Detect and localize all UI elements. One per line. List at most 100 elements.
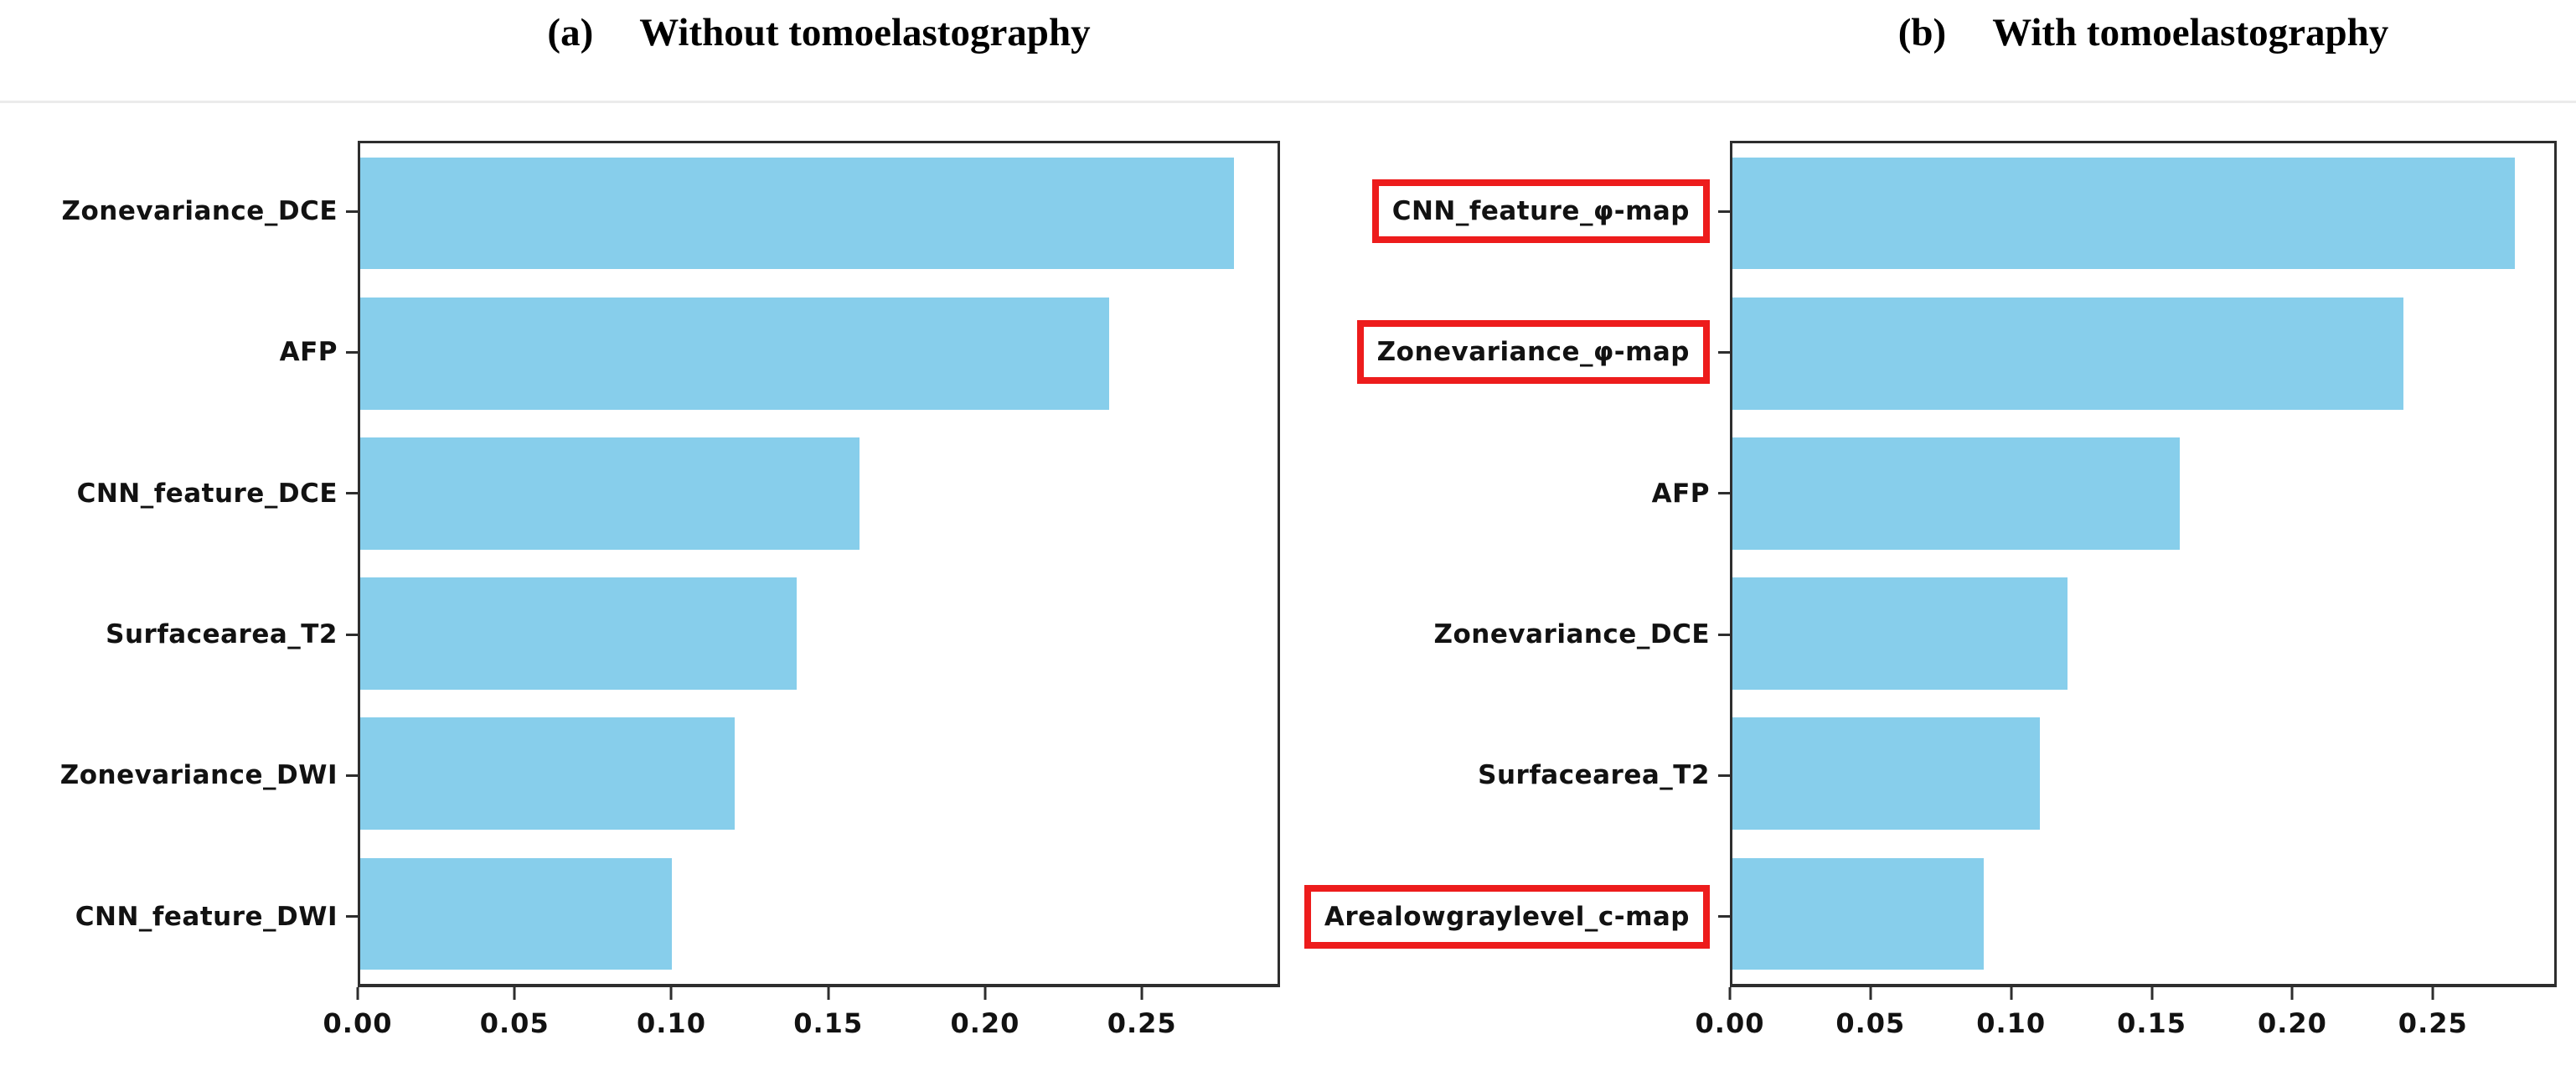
- x-tick: 0.05: [1835, 987, 1905, 1039]
- importance-bar: [1732, 577, 2068, 690]
- x-tick-mark: [827, 987, 830, 1000]
- y-tick-mark: [346, 492, 358, 495]
- y-tick-mark: [1718, 350, 1730, 354]
- x-tick-mark: [356, 987, 359, 1000]
- x-tick-mark: [2150, 987, 2154, 1000]
- bar-row: [360, 844, 1278, 984]
- y-axis-label: CNN_feature_DCE: [76, 478, 338, 509]
- importance-bar: [360, 157, 1234, 270]
- bar-row: [1732, 564, 2554, 704]
- y-tick-mark: [346, 915, 358, 919]
- panel-a-y-axis-labels: Zonevariance_DCE AFP CNN_feature_DCE Surfac…: [17, 141, 358, 987]
- importance-bar: [360, 577, 798, 690]
- x-tick-label: 0.10: [1976, 1007, 2047, 1039]
- y-axis-label: CNN_feature_DWI: [75, 901, 338, 932]
- x-tick: 0.20: [2258, 987, 2327, 1039]
- x-tick-label: 0.25: [1107, 1007, 1177, 1039]
- importance-bar: [1732, 437, 2180, 550]
- x-tick-label: 0.00: [323, 1007, 393, 1039]
- bar-row: [360, 283, 1278, 423]
- y-axis-label: AFP: [1651, 478, 1710, 509]
- bar-row: [360, 143, 1278, 283]
- importance-bar: [1732, 717, 2041, 831]
- x-tick: 0.00: [1696, 987, 1765, 1039]
- y-tick-mark: [1718, 915, 1730, 919]
- figure-divider-rule: [0, 101, 2576, 103]
- x-tick: 0.20: [950, 987, 1020, 1039]
- panel-a-bars: [360, 143, 1278, 984]
- importance-bar: [360, 437, 860, 550]
- x-tick-label: 0.25: [2398, 1007, 2468, 1039]
- x-tick-mark: [1140, 987, 1143, 1000]
- x-tick: 0.00: [323, 987, 393, 1039]
- x-tick: 0.05: [480, 987, 550, 1039]
- x-tick-label: 0.05: [1835, 1007, 1906, 1039]
- y-tick-mark: [346, 350, 358, 354]
- x-tick: 0.15: [2117, 987, 2186, 1039]
- y-axis-label-highlighted: CNN_feature_φ-map: [1371, 179, 1710, 244]
- bar-row: [360, 564, 1278, 704]
- x-tick-mark: [1869, 987, 1872, 1000]
- importance-bar: [1732, 297, 2403, 410]
- y-axis-label: Zonevariance_DCE: [1433, 619, 1710, 650]
- y-label-row: AFP: [17, 282, 358, 422]
- panel-b-plot-area: [1730, 141, 2557, 987]
- panel-a-title: (a) Without tomoelastography: [358, 10, 1280, 55]
- y-label-row: CNN_feature_DCE: [17, 423, 358, 564]
- y-axis-label: Zonevariance_DCE: [61, 196, 338, 227]
- importance-bar: [1732, 157, 2516, 270]
- y-axis-label: Surfacearea_T2: [1478, 760, 1710, 791]
- y-tick-mark: [346, 210, 358, 213]
- panel-with-tomoelastography: (b) With tomoelastography CNN_feature_φ-m…: [1288, 0, 2576, 1066]
- y-label-row: Surfacearea_T2: [1288, 705, 1730, 846]
- panel-b-title: (b) With tomoelastography: [1730, 10, 2557, 55]
- panel-b-bars: [1732, 143, 2554, 984]
- y-tick-mark: [1718, 210, 1730, 213]
- importance-bar: [360, 297, 1109, 410]
- x-tick-mark: [2290, 987, 2294, 1000]
- x-tick-label: 0.20: [950, 1007, 1020, 1039]
- x-tick-mark: [1728, 987, 1732, 1000]
- x-tick-label: 0.05: [479, 1007, 550, 1039]
- x-tick-mark: [669, 987, 673, 1000]
- y-tick-mark: [1718, 492, 1730, 495]
- importance-bar: [360, 857, 673, 970]
- y-axis-label-highlighted: Arealowgraylevel_c-map: [1303, 884, 1710, 949]
- y-label-row: CNN_feature_φ-map: [1288, 141, 1730, 282]
- x-tick-label: 0.15: [793, 1007, 864, 1039]
- panel-a-label: (a): [547, 11, 594, 54]
- bar-row: [1732, 844, 2554, 984]
- x-tick-label: 0.20: [2257, 1007, 2327, 1039]
- y-label-row: AFP: [1288, 423, 1730, 564]
- y-label-row: Zonevariance_DWI: [17, 705, 358, 846]
- x-tick-mark: [513, 987, 516, 1000]
- bar-row: [1732, 704, 2554, 844]
- bar-row: [360, 423, 1278, 563]
- x-tick-mark: [2010, 987, 2013, 1000]
- x-tick-label: 0.10: [637, 1007, 706, 1039]
- bar-row: [360, 704, 1278, 844]
- panel-without-tomoelastography: (a) Without tomoelastography Zonevariance…: [17, 10, 1280, 1066]
- x-tick-mark: [983, 987, 987, 1000]
- y-axis-label: Zonevariance_DWI: [59, 760, 338, 791]
- panel-b-label: (b): [1897, 11, 1947, 54]
- panel-a-plot-area: [358, 141, 1280, 987]
- bar-row: [1732, 423, 2554, 563]
- y-axis-label: AFP: [279, 337, 338, 368]
- panel-a-title-text: Without tomoelastography: [639, 11, 1091, 54]
- bar-row: [1732, 283, 2554, 423]
- y-label-row: CNN_feature_DWI: [17, 846, 358, 987]
- x-tick: 0.25: [2398, 987, 2468, 1039]
- x-tick: 0.10: [637, 987, 706, 1039]
- y-tick-mark: [346, 774, 358, 777]
- y-label-row: Zonevariance_DCE: [1288, 564, 1730, 705]
- panel-a-x-axis: 0.00 0.05 0.10 0.15 0.20 0.25: [323, 987, 1280, 1066]
- y-tick-mark: [346, 633, 358, 636]
- y-label-row: Zonevariance_φ-map: [1288, 282, 1730, 422]
- y-axis-label-highlighted: Zonevariance_φ-map: [1356, 320, 1710, 385]
- x-tick-label: 0.15: [2117, 1007, 2187, 1039]
- x-tick: 0.10: [1976, 987, 2046, 1039]
- x-tick: 0.25: [1107, 987, 1177, 1039]
- panel-b-title-text: With tomoelastography: [1992, 11, 2389, 54]
